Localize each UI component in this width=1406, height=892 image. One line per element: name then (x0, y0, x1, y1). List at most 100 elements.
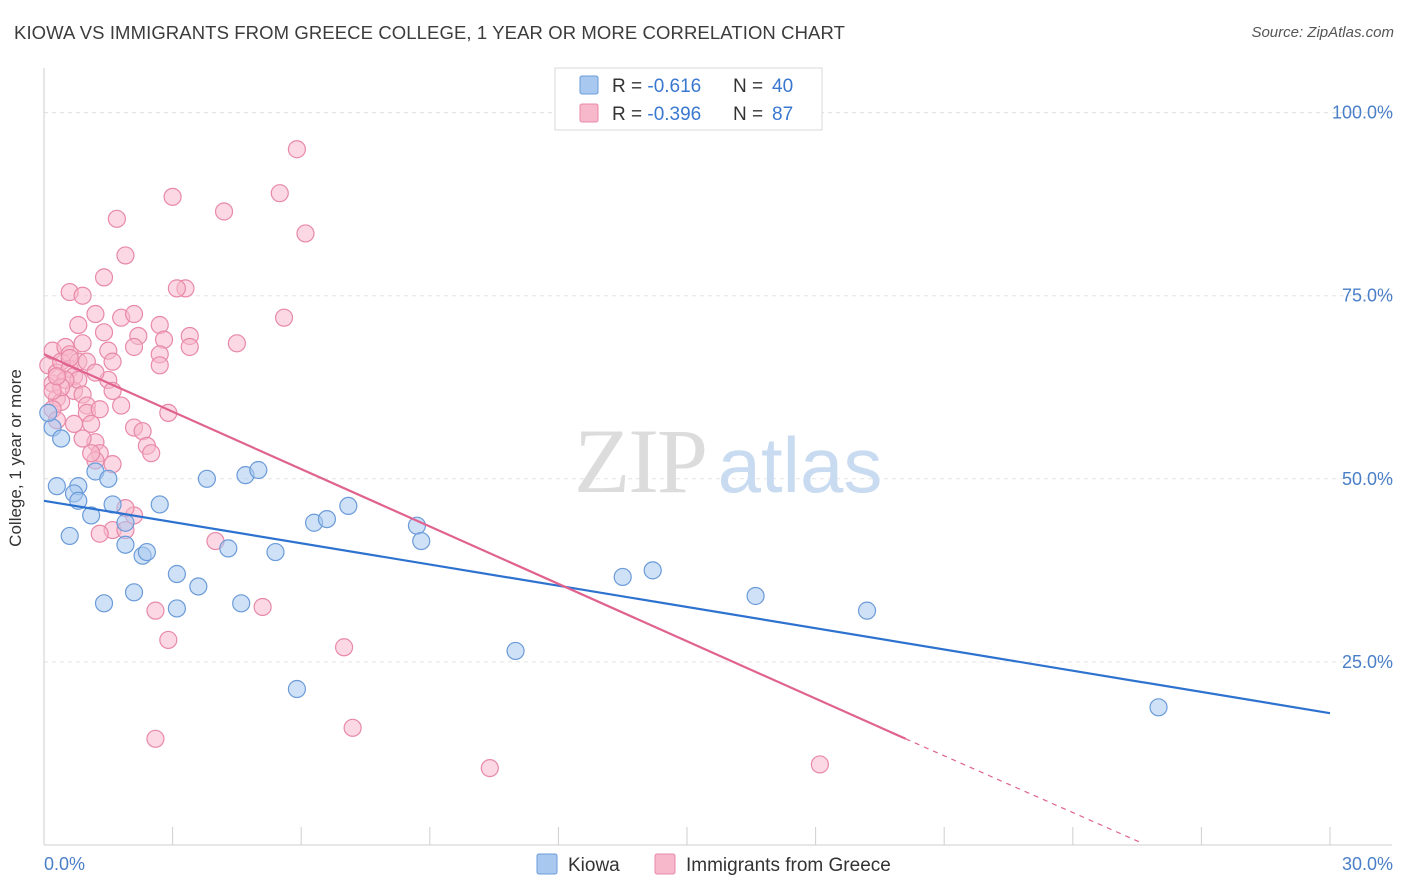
kiowa-point (94, 594, 114, 613)
kiowa-point (857, 601, 877, 620)
kiowa-point (613, 567, 632, 587)
greece-point (214, 202, 234, 221)
kiowa-point (99, 469, 118, 488)
kiowa-point (39, 403, 58, 422)
kiowa-point (643, 561, 662, 580)
greece-points (39, 140, 829, 778)
kiowa-point (47, 477, 66, 496)
kiowa-point (412, 531, 431, 551)
greece-point (90, 524, 109, 543)
bottom-legend-label: Kiowa (568, 855, 620, 876)
legend-swatch (579, 103, 599, 123)
axes: 25.0% 50.0% 75.0% 100.0% 0.0% 30.0% (43, 68, 1393, 874)
greece-point (47, 367, 66, 386)
kiowa-point (287, 679, 307, 699)
greece-point (86, 363, 105, 382)
watermark: ZIP atlas (574, 410, 882, 512)
greece-point (167, 279, 186, 298)
greece-point (480, 758, 499, 778)
greece-point (146, 601, 165, 620)
greece-point (810, 755, 829, 774)
y-tick-label: 50.0% (1342, 469, 1393, 489)
legend-r-value: -0.396 (647, 104, 701, 125)
kiowa-point (60, 526, 79, 546)
greece-point (103, 352, 122, 371)
greece-point (73, 286, 92, 305)
kiowa-point (506, 641, 525, 661)
x-tick-label-min: 0.0% (44, 854, 85, 874)
legend-r-label: R = (612, 76, 647, 97)
greece-point (107, 209, 126, 228)
grid (44, 112, 1392, 663)
kiowa-trend-line (43, 499, 1331, 715)
y-tick-label: 75.0% (1342, 286, 1393, 306)
greece-point (73, 429, 92, 448)
trend-lines (43, 353, 1331, 844)
kiowa-point (266, 542, 285, 562)
kiowa-point (82, 506, 101, 525)
greece-point (343, 718, 362, 737)
kiowa-point (137, 542, 156, 562)
greece-point (296, 224, 315, 243)
greece-trend-line (43, 353, 907, 740)
legend-n-value: 40 (772, 76, 793, 97)
y-tick-label: 100.0% (1332, 103, 1393, 123)
greece-point (163, 187, 182, 206)
legend-r-value: -0.616 (647, 76, 701, 97)
greece-point (94, 323, 114, 342)
watermark-zip: ZIP (574, 410, 706, 512)
legend-n-label: N = (733, 104, 768, 125)
legend-r-label: R = (612, 104, 647, 125)
greece-point (270, 184, 289, 203)
kiowa-point (167, 599, 186, 618)
legend-entry: R = -0.616 N = 40 (612, 76, 793, 97)
greece-point (82, 444, 101, 463)
greece-point (124, 337, 144, 357)
kiowa-point (189, 577, 208, 596)
kiowa-point (167, 564, 186, 584)
greece-point (86, 304, 105, 324)
legend-box (554, 67, 823, 131)
legend-n-label: N = (733, 76, 768, 97)
x-tick-label-max: 30.0% (1342, 854, 1393, 874)
legend-n-value: 87 (772, 104, 793, 125)
kiowa-point (339, 496, 358, 516)
greece-point (334, 638, 354, 657)
kiowa-point (52, 429, 71, 448)
kiowa-point (150, 495, 169, 514)
bottom-legend-swatch (536, 853, 558, 875)
greece-point (116, 246, 135, 265)
greece-point (64, 414, 84, 433)
legend-entry: R = -0.396 N = 87 (612, 104, 793, 125)
kiowa-point (116, 513, 135, 532)
legend-swatch (579, 75, 599, 95)
kiowa-point (197, 469, 216, 488)
kiowa-point (249, 460, 268, 480)
greece-point (94, 268, 114, 287)
greece-point (146, 729, 165, 748)
greece-point (112, 396, 131, 415)
greece-point (124, 304, 144, 324)
kiowa-points (39, 403, 1168, 717)
kiowa-point (116, 535, 135, 554)
greece-point (69, 315, 88, 335)
bottom-legend-swatch (654, 853, 676, 875)
greece-point (150, 356, 169, 375)
greece-point (142, 444, 161, 463)
kiowa-point (232, 594, 251, 613)
kiowa-point (219, 539, 238, 558)
greece-trend-extension (905, 738, 1142, 844)
greece-point (180, 337, 199, 357)
kiowa-point (1149, 698, 1168, 717)
greece-point (253, 597, 272, 617)
greece-point (159, 630, 178, 650)
legend-top: R = -0.616 N = 40 R = -0.396 N = 87 (554, 67, 823, 131)
kiowa-point (317, 509, 337, 529)
bottom-legend-label: Immigrants from Greece (686, 855, 891, 876)
greece-point (90, 400, 109, 419)
kiowa-point (746, 586, 765, 606)
greece-point (227, 334, 246, 353)
kiowa-point (124, 583, 144, 602)
greece-point (274, 308, 294, 327)
